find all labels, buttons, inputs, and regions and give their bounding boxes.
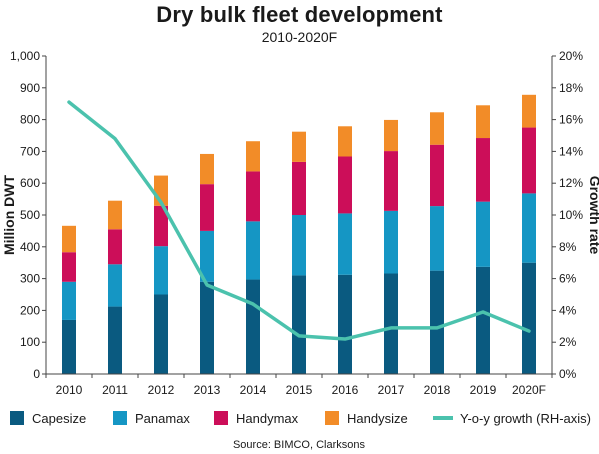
bar-handysize-2020f (522, 94, 536, 128)
y-tick-label-left: 200 (20, 303, 40, 317)
y-tick-label-right: 2% (559, 335, 577, 349)
bar-handysize-2013 (200, 153, 214, 185)
bar-panamax-2018 (430, 206, 444, 271)
y-tick-label-right: 12% (559, 176, 583, 190)
y-tick-label-right: 20% (559, 49, 583, 63)
legend-swatch-handysize (325, 411, 339, 425)
legend-swatch-handymax (214, 411, 228, 425)
bar-handymax-2015 (292, 161, 306, 215)
bar-handysize-2011 (108, 200, 122, 230)
legend-label-handymax: Handymax (236, 411, 299, 426)
x-tick-label: 2015 (286, 383, 313, 397)
x-tick-label: 2016 (332, 383, 359, 397)
x-tick-label: 2017 (378, 383, 405, 397)
bar-handysize-2016 (338, 126, 352, 157)
bar-capesize-2018 (430, 270, 444, 374)
y-tick-label-left: 800 (20, 113, 40, 127)
bar-panamax-2010 (62, 281, 76, 320)
chart-subtitle: 2010-2020F (261, 29, 338, 45)
bar-handysize-2010 (62, 225, 76, 253)
y-tick-label-right: 8% (559, 240, 577, 254)
y-tick-label-left: 100 (20, 335, 40, 349)
bar-handysize-2019 (476, 105, 490, 139)
bar-panamax-2012 (154, 246, 168, 295)
bar-handymax-2016 (338, 156, 352, 214)
y-tick-label-right: 18% (559, 81, 583, 95)
bar-capesize-2019 (476, 266, 490, 374)
bar-handysize-2014 (246, 141, 260, 172)
legend-label-growth-line: Y-o-y growth (RH-axis) (460, 411, 591, 426)
bar-panamax-2013 (200, 230, 214, 282)
bar-panamax-2016 (338, 213, 352, 275)
bar-handymax-2019 (476, 138, 490, 202)
legend-label-panamax: Panamax (135, 411, 190, 426)
bar-handymax-2011 (108, 229, 122, 265)
source-note: Source: BIMCO, Clarksons (233, 439, 366, 451)
y-tick-label-right: 0% (559, 367, 577, 381)
bar-capesize-2013 (200, 281, 214, 374)
tick-labels: 0 0% 100 2% 200 4% 300 6% 400 8% 500 10% 600 12% 700 14… (10, 49, 583, 397)
y-tick-label-right: 14% (559, 144, 583, 158)
bar-panamax-2020f (522, 193, 536, 263)
bar-handysize-2018 (430, 112, 444, 145)
bar-panamax-2015 (292, 215, 306, 276)
bar-capesize-2017 (384, 273, 398, 374)
x-tick-label: 2020F (512, 383, 546, 397)
x-tick-label: 2019 (470, 383, 497, 397)
bar-capesize-2015 (292, 275, 306, 374)
bar-panamax-2011 (108, 264, 122, 307)
y-tick-label-left: 1,000 (10, 49, 40, 63)
bar-handymax-2014 (246, 171, 260, 222)
bar-panamax-2017 (384, 210, 398, 274)
bar-handymax-2020f (522, 127, 536, 194)
bar-capesize-2010 (62, 319, 76, 374)
chart-title: Dry bulk fleet development (156, 2, 443, 27)
y-tick-label-left: 300 (20, 272, 40, 286)
y-tick-label-right: 4% (559, 303, 577, 317)
y-axis-title-left: Million DWT (1, 175, 17, 256)
legend-swatch-panamax (113, 411, 127, 425)
bar-handymax-2017 (384, 151, 398, 211)
y-tick-label-left: 600 (20, 176, 40, 190)
y-tick-label-right: 10% (559, 208, 583, 222)
bar-handymax-2018 (430, 144, 444, 207)
x-tick-label: 2018 (424, 383, 451, 397)
y-tick-label-right: 16% (559, 113, 583, 127)
growth-line (67, 100, 531, 341)
x-tick-label: 2014 (240, 383, 267, 397)
y-tick-label-right: 6% (559, 272, 577, 286)
y-tick-label-left: 700 (20, 144, 40, 158)
bar-panamax-2019 (476, 201, 490, 267)
bar-handymax-2013 (200, 184, 214, 231)
bar-handymax-2010 (62, 252, 76, 282)
axes-layer (42, 55, 556, 378)
bar-handysize-2015 (292, 131, 306, 162)
bar-capesize-2020f (522, 262, 536, 374)
legend-label-capesize: Capesize (32, 411, 86, 426)
y-axis-title-right: Growth rate (587, 176, 599, 255)
bar-capesize-2016 (338, 274, 352, 374)
bar-handymax-2012 (154, 205, 168, 247)
legend-swatch-capesize (10, 411, 24, 425)
y-tick-label-left: 400 (20, 240, 40, 254)
legend: Capesize Panamax Handymax Handysize Y-o-y gr… (10, 411, 591, 426)
bar-panamax-2014 (246, 221, 260, 280)
x-tick-label: 2011 (102, 383, 128, 397)
bar-handysize-2017 (384, 119, 398, 152)
bar-capesize-2012 (154, 294, 168, 374)
bar-capesize-2011 (108, 306, 122, 374)
x-tick-label: 2010 (56, 383, 83, 397)
bars-layer (62, 94, 536, 374)
y-tick-label-left: 900 (20, 81, 40, 95)
bar-capesize-2014 (246, 279, 260, 374)
x-tick-label: 2012 (148, 383, 175, 397)
legend-label-handysize: Handysize (347, 411, 408, 426)
y-tick-label-left: 500 (20, 208, 40, 222)
y-tick-label-left: 0 (33, 367, 40, 381)
x-tick-label: 2013 (194, 383, 221, 397)
growth-line-layer (67, 100, 531, 341)
